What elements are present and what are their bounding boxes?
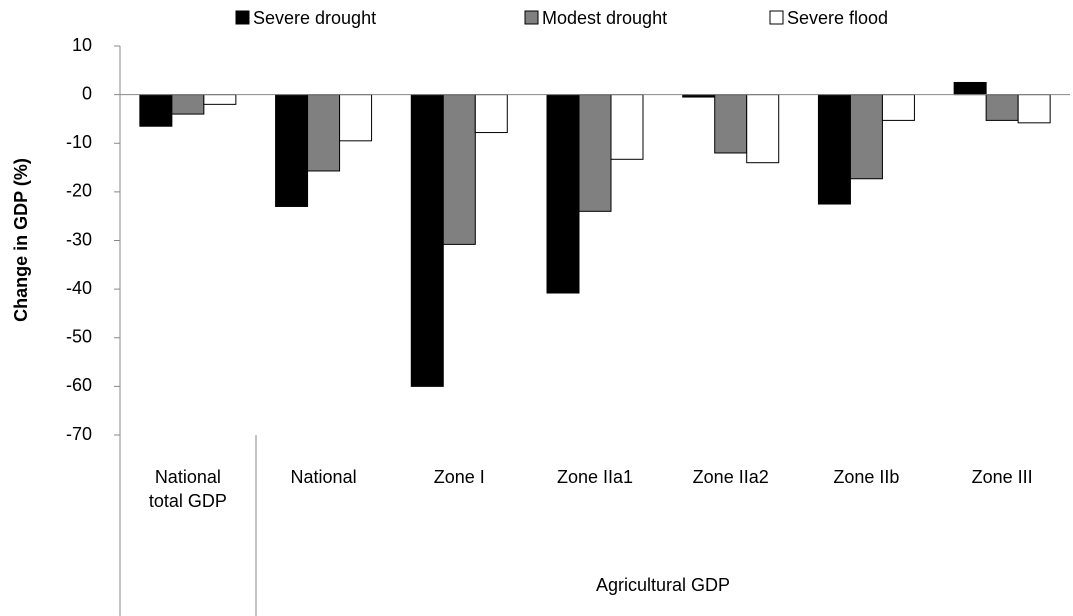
legend-label: Severe flood <box>787 8 888 28</box>
bar <box>139 94 173 127</box>
x-tick-label: National total GDP <box>148 467 227 511</box>
y-tick-label: -20 <box>66 181 92 201</box>
bar <box>849 94 883 180</box>
x-tick-label: Zone IIb <box>833 467 900 487</box>
x-tick-label: Zone IIa2 <box>692 467 769 487</box>
bar <box>1017 94 1051 124</box>
bar <box>985 94 1019 121</box>
bar <box>578 94 612 212</box>
bar <box>474 94 508 134</box>
legend-label: Severe drought <box>253 8 376 28</box>
y-tick-label: -70 <box>66 424 92 444</box>
x-tick-label: Zone I <box>433 467 485 487</box>
bar <box>275 94 309 207</box>
y-tick-label: -50 <box>66 327 92 347</box>
bar <box>714 94 748 154</box>
bar <box>203 94 237 105</box>
legend-label: Modest drought <box>542 8 667 28</box>
group-label: Agricultural GDP <box>595 575 731 595</box>
bar <box>746 94 780 164</box>
bar <box>339 94 373 142</box>
bar <box>817 94 851 205</box>
bar <box>610 94 644 160</box>
x-tick-label: Zone IIa1 <box>556 467 634 487</box>
legend-swatch <box>769 10 784 25</box>
bar <box>410 94 444 387</box>
y-tick-label: -40 <box>66 278 92 298</box>
x-tick-label: Zone III <box>971 467 1033 487</box>
y-tick-label: 10 <box>72 35 92 55</box>
y-tick-label: -10 <box>66 132 92 152</box>
bar <box>953 81 987 96</box>
bar <box>442 94 476 245</box>
bar <box>171 94 205 115</box>
x-tick-label: National <box>290 467 357 487</box>
legend-swatch <box>524 10 539 25</box>
y-axis-label: Change in GDP (%) <box>11 158 31 322</box>
bar <box>307 94 341 172</box>
legend-swatch <box>235 10 250 25</box>
bar <box>546 94 580 294</box>
y-tick-label: -60 <box>66 375 92 395</box>
bar <box>881 94 915 121</box>
y-tick-label: 0 <box>82 83 92 103</box>
y-tick-label: -30 <box>66 229 92 249</box>
